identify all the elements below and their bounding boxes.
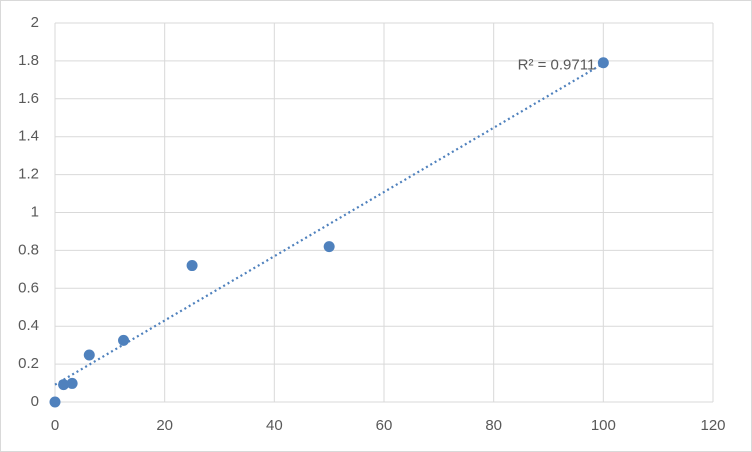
x-tick-label: 20 (156, 417, 173, 434)
data-point (66, 377, 78, 389)
x-tick-label: 60 (376, 417, 393, 434)
trendline (54, 62, 604, 386)
y-tick-label: 0.4 (18, 317, 39, 334)
trendline-annotation: R² = 0.9711 (518, 57, 596, 74)
y-tick-label: 1.6 (18, 90, 39, 107)
data-point (83, 349, 95, 361)
x-tick-label: 120 (700, 417, 725, 434)
y-tick-label: 1.2 (18, 166, 39, 183)
x-tick-label: 0 (51, 417, 59, 434)
data-point (597, 57, 609, 69)
data-point (118, 334, 130, 346)
y-tick-label: 0.8 (18, 241, 39, 258)
x-tick-label: 100 (591, 417, 616, 434)
x-tick-label: 40 (266, 417, 283, 434)
data-point (186, 260, 198, 272)
y-tick-label: 0 (31, 393, 39, 410)
data-point (58, 379, 70, 391)
y-tick-label: 1 (31, 203, 39, 220)
y-tick-label: 1.8 (18, 52, 39, 69)
y-tick-label: 0.2 (18, 355, 39, 372)
y-tick-label: 1.4 (18, 128, 39, 145)
data-point (49, 396, 61, 408)
y-tick-label: 2 (31, 14, 39, 31)
y-tick-label: 0.6 (18, 279, 39, 296)
x-tick-label: 80 (485, 417, 502, 434)
data-point (323, 241, 335, 253)
